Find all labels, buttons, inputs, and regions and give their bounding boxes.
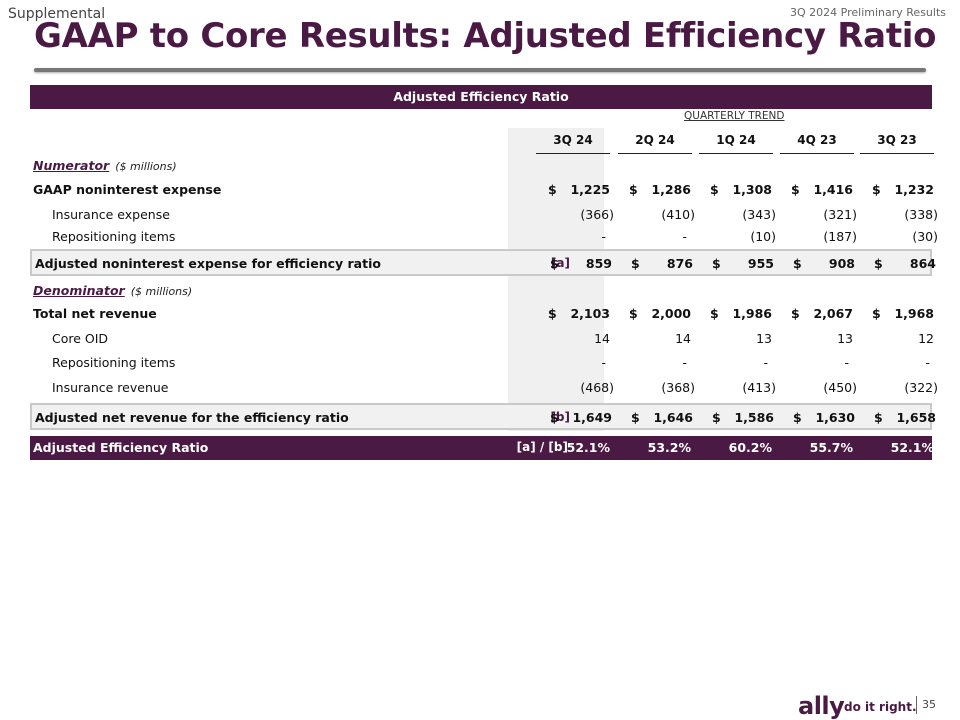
table-row: Core OID 14 14 13 13 12 bbox=[52, 331, 934, 346]
ally-logo: ally bbox=[798, 692, 845, 720]
row-tag: [a] bbox=[550, 256, 570, 270]
column-underline bbox=[699, 153, 773, 154]
table-row: Repositioning items - - - - - bbox=[52, 355, 930, 370]
column-header: 2Q 24 bbox=[635, 133, 675, 147]
table-row: Repositioning items - - (10) (187) (30) bbox=[52, 229, 938, 244]
column-header: 3Q 23 bbox=[877, 133, 917, 147]
section-denominator: Denominator ($ millions) bbox=[30, 282, 932, 300]
column-underline bbox=[860, 153, 934, 154]
table-row: Total net revenue $2,103 $2,000 $1,986 $… bbox=[33, 306, 934, 321]
table-row-ratio: Adjusted Efficiency Ratio [a] / [b] 52.1… bbox=[30, 436, 934, 460]
denominator-label: Denominator bbox=[33, 283, 125, 298]
row-label: Adjusted net revenue for the efficiency … bbox=[35, 410, 349, 425]
table-row: Insurance revenue (468) (368) (413) (450… bbox=[52, 380, 938, 395]
row-label: Repositioning items bbox=[52, 355, 176, 370]
numerator-unit: ($ millions) bbox=[115, 160, 177, 173]
column-underline bbox=[618, 153, 692, 154]
numerator-label: Numerator bbox=[33, 158, 110, 173]
row-label: Total net revenue bbox=[33, 306, 157, 321]
table-row: Insurance expense (366) (410) (343) (321… bbox=[52, 207, 938, 222]
supplemental-label: Supplemental bbox=[8, 6, 106, 22]
quarterly-trend-label: QUARTERLY TREND bbox=[684, 110, 785, 122]
column-underline bbox=[536, 153, 610, 154]
row-tag: [b] bbox=[550, 410, 570, 424]
row-label: Adjusted Efficiency Ratio bbox=[33, 440, 209, 455]
page-title: GAAP to Core Results: Adjusted Efficienc… bbox=[34, 16, 937, 56]
preliminary-label: 3Q 2024 Preliminary Results bbox=[790, 6, 946, 19]
column-underline bbox=[780, 153, 854, 154]
current-quarter-shade bbox=[508, 128, 604, 431]
row-label: Insurance revenue bbox=[52, 380, 169, 395]
column-header: 3Q 24 bbox=[553, 133, 593, 147]
page-number: 35 bbox=[922, 698, 936, 711]
row-label: Core OID bbox=[52, 331, 109, 346]
table-row-subtotal: Adjusted net revenue for the efficiency … bbox=[30, 403, 936, 430]
table-band-title: Adjusted Efficiency Ratio bbox=[30, 85, 932, 109]
column-header: 1Q 24 bbox=[716, 133, 756, 147]
section-numerator: Numerator ($ millions) bbox=[30, 157, 932, 175]
row-label: Insurance expense bbox=[52, 207, 170, 222]
title-divider bbox=[34, 68, 926, 72]
row-tag: [a] / [b] bbox=[516, 440, 568, 454]
row-label: Repositioning items bbox=[52, 229, 176, 244]
logo-tagline: do it right. bbox=[844, 700, 917, 714]
row-label: GAAP noninterest expense bbox=[33, 182, 222, 197]
column-header: 4Q 23 bbox=[797, 133, 837, 147]
denominator-unit: ($ millions) bbox=[130, 285, 193, 298]
table-row: GAAP noninterest expense $1,225 $1,286 $… bbox=[33, 182, 934, 197]
table-row-subtotal: Adjusted noninterest expense for efficie… bbox=[30, 249, 936, 276]
page-number-divider bbox=[916, 696, 917, 714]
row-label: Adjusted noninterest expense for efficie… bbox=[35, 256, 381, 271]
